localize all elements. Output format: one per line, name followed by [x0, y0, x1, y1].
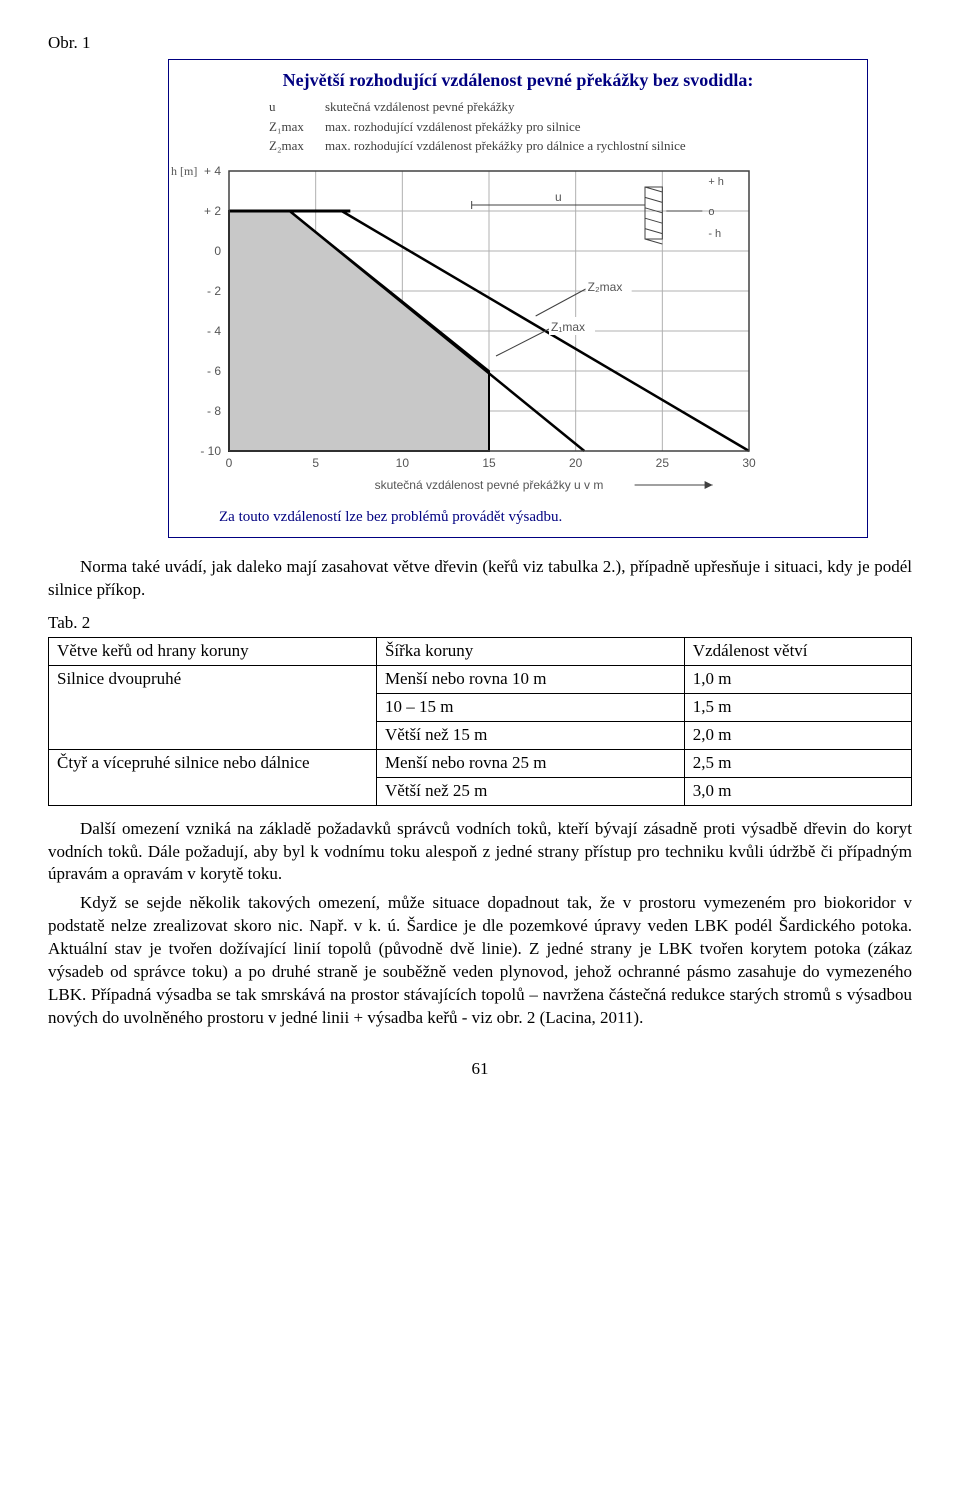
table-cell: Menší nebo rovna 25 m [376, 749, 684, 777]
svg-text:- h: - h [708, 228, 721, 240]
figure-title: Největší rozhodující vzdálenost pevné př… [179, 68, 857, 92]
table-cell: 2,5 m [684, 749, 911, 777]
svg-text:Z₁max: Z₁max [551, 320, 585, 334]
paragraph-intro: Norma také uvádí, jak daleko mají zasaho… [48, 556, 912, 602]
svg-text:- 2: - 2 [207, 284, 221, 298]
svg-text:o: o [708, 206, 714, 218]
data-table: Větve keřů od hrany korunyŠířka korunyVz… [48, 637, 912, 806]
svg-text:- 6: - 6 [207, 364, 221, 378]
table-header-cell: Větve keřů od hrany koruny [49, 637, 377, 665]
table-header-cell: Šířka koruny [376, 637, 684, 665]
svg-text:- 4: - 4 [207, 324, 221, 338]
table-label: Tab. 2 [48, 612, 912, 635]
figure-label: Obr. 1 [48, 32, 912, 55]
table-cell: 2,0 m [684, 721, 911, 749]
svg-text:0: 0 [226, 456, 233, 470]
svg-text:u: u [555, 190, 562, 204]
y-axis-title: h [m] [171, 163, 197, 179]
svg-text:20: 20 [569, 456, 583, 470]
legend-desc: skutečná vzdálenost pevné překážky [325, 98, 515, 116]
table-row: Čtyř a vícepruhé silnice nebo dálniceMen… [49, 749, 912, 777]
figure-legend: u skutečná vzdálenost pevné překážky Z₁m… [269, 98, 857, 155]
table-cell: Čtyř a vícepruhé silnice nebo dálnice [49, 749, 377, 805]
svg-text:25: 25 [656, 456, 670, 470]
svg-text:skutečná vzdálenost pevné přek: skutečná vzdálenost pevné překážky u v m [375, 478, 604, 492]
svg-text:10: 10 [396, 456, 410, 470]
table-cell: 1,0 m [684, 665, 911, 693]
table-cell: Větší než 25 m [376, 777, 684, 805]
table-cell: Větší než 15 m [376, 721, 684, 749]
chart-svg: u + h o - h + 4 + 2 0 - 2 - 4 - 6 - 8 - 10 0 5 10 15 20 2… [179, 161, 839, 501]
table-cell: 10 – 15 m [376, 693, 684, 721]
svg-text:15: 15 [482, 456, 496, 470]
svg-text:- 10: - 10 [200, 444, 221, 458]
legend-desc: max. rozhodující vzdálenost překážky pro… [325, 118, 581, 136]
page-number: 61 [48, 1058, 912, 1081]
legend-sym: u [269, 98, 305, 116]
table-cell: 1,5 m [684, 693, 911, 721]
figure-caption: Za touto vzdáleností lze bez problémů pr… [179, 507, 857, 527]
figure-container: Největší rozhodující vzdálenost pevné př… [168, 59, 868, 538]
table-header-cell: Vzdálenost větví [684, 637, 911, 665]
chart-area: h [m] u+ ho- h+ 4+ 20- 2- 4- 6- 8- 10051… [179, 161, 857, 501]
legend-sym: Z₁max [269, 118, 305, 136]
svg-text:+ 4: + 4 [204, 164, 221, 178]
svg-text:Z₂max: Z₂max [588, 280, 623, 294]
svg-text:30: 30 [742, 456, 756, 470]
table-row: Silnice dvoupruhéMenší nebo rovna 10 m1,… [49, 665, 912, 693]
svg-text:5: 5 [312, 456, 319, 470]
legend-desc: max. rozhodující vzdálenost překážky pro… [325, 137, 686, 155]
svg-text:- 8: - 8 [207, 404, 221, 418]
svg-text:+ h: + h [708, 176, 724, 188]
table-cell: 3,0 m [684, 777, 911, 805]
paragraph-body-1: Další omezení vzniká na základě požadavk… [48, 818, 912, 887]
table-cell: Silnice dvoupruhé [49, 665, 377, 749]
svg-text:+ 2: + 2 [204, 204, 221, 218]
legend-sym: Z₂max [269, 137, 305, 155]
paragraph-body-2: Když se sejde několik takových omezení, … [48, 892, 912, 1030]
svg-text:0: 0 [214, 244, 221, 258]
table-cell: Menší nebo rovna 10 m [376, 665, 684, 693]
